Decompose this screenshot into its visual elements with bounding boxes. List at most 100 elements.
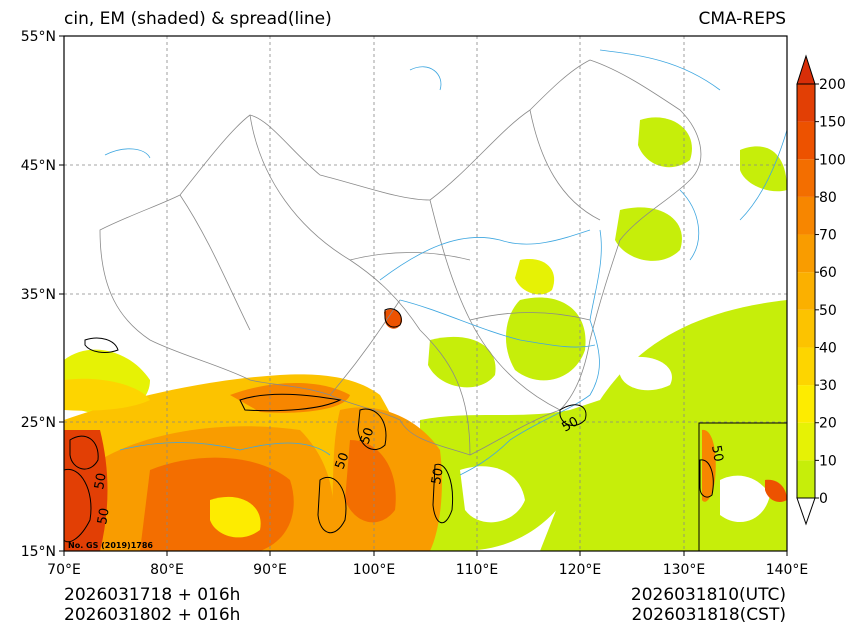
province-border-1 [249,114,421,331]
province-border-5 [419,329,471,456]
inset-right-hot [765,479,787,502]
lon-labels: 70°E 80°E 90°E 100°E 110°E 120°E 130°E 1… [47,562,808,578]
borders [99,59,702,456]
colorbar-label: 150 [819,115,846,131]
lon-label: 90°E [253,562,287,578]
inset-sea [720,475,770,523]
lon-label: 70°E [47,562,81,578]
coast-bay [119,442,331,456]
colorbar-label: 50 [819,303,837,319]
colorbar-segment [797,84,815,122]
shaded-field [64,117,787,551]
lat-label: 35°N [21,287,56,303]
contour-label: 50 [333,451,353,472]
init-time-cst: 2026031802 + 016h [64,605,241,625]
colorbar-segment [797,460,815,498]
contour-label: 50 [560,414,582,435]
colorbar-outline [796,83,816,499]
field-far-northeast [740,146,787,192]
inset-contour-label: 50 [708,444,726,463]
colorbar-segment [797,196,815,235]
valid-time-utc: 2026031810(UTC) [630,585,786,605]
river-yangtze [399,299,596,348]
field-northeast [638,117,692,168]
coast-japan [739,129,787,221]
lat-labels: 55°N 45°N 35°N 25°N 15°N [21,29,56,560]
lake-baikal [409,66,442,91]
field-yellow-sea [615,207,682,261]
lon-label: 110°E [456,562,499,578]
sea-gap [460,466,525,523]
lon-label: 120°E [559,562,602,578]
contour-taiwan [559,404,587,426]
colorbar: 0 10 20 30 40 50 60 70 80 100 150 200 [796,54,846,526]
lat-label: 25°N [21,415,56,431]
colorbar-segment [797,385,815,423]
map-title: cin, EM (shaded) & spread(line) [64,9,332,29]
field-north-india [64,378,150,411]
contour-arabian [64,468,92,543]
lat-label: 55°N [21,29,56,45]
colorbar-segment [797,422,815,461]
lat-label: 15°N [21,544,56,560]
sea-gap-2 [620,356,672,391]
field-arabian-sea [64,430,108,551]
lake-balkhash [104,148,151,159]
province-border-7 [329,299,401,396]
colorbar-segment [797,234,815,273]
model-name: CMA-REPS [698,9,786,29]
field-shanxi [515,259,555,295]
contour-label: 50 [95,507,113,526]
river-yellow [379,229,591,281]
field-myanmar-core [345,440,396,523]
contour-myanmar [317,477,347,533]
field-central-china [505,297,586,381]
colorbar-over-arrow [796,54,816,85]
colorbar-label: 10 [819,453,837,469]
contour-labels: 50 50 50 50 50 50 [92,414,581,525]
coast-russia [599,49,721,91]
province-border-3 [349,252,471,261]
colorbar-segment [797,121,815,160]
lon-label: 140°E [766,562,809,578]
inset-hot [702,429,716,502]
colorbar-label: 20 [819,416,837,432]
coast-korea [679,189,700,261]
init-time-utc: 2026031718 + 016h [64,585,241,605]
contour-west-ring [69,435,99,470]
colorbar-segment [797,347,815,386]
colorbar-segment [797,309,815,348]
contour-tibet [239,393,342,412]
colorbar-segment [797,159,815,197]
province-border-6 [529,109,601,221]
colorbar-label: 80 [819,190,837,206]
field-sri-lanka [210,496,261,538]
license-text: No. GS (2019)1786 [68,541,153,550]
colorbar-under-arrow [796,497,816,526]
ticks [59,35,788,556]
valid-time-cst: 2026031818(CST) [631,605,786,625]
field-hunan [428,336,496,388]
contour-sichuan [384,308,402,328]
field-sichuan [384,309,403,329]
field-tibet-south [230,382,350,413]
colorbar-label: 0 [819,491,828,507]
colorbar-label: 200 [819,77,846,93]
colorbar-label: 100 [819,152,846,168]
contour-yunnan [357,408,387,450]
colorbar-label: 40 [819,340,837,356]
valid-times: 2026031810(UTC) 2026031818(CST) [631,585,786,625]
province-border-8 [179,194,251,331]
lon-label: 130°E [663,562,706,578]
contour-label: 50 [92,472,110,491]
colorbar-label: 30 [819,378,837,394]
init-times: 2026031718 + 016h 2026031802 + 016h [64,585,240,625]
lon-label: 80°E [150,562,184,578]
inset-contour [699,459,714,498]
colorbar-segment [797,272,815,310]
province-border-4 [469,312,591,321]
spread-contours [64,308,587,543]
colorbar-label: 70 [819,228,837,244]
contour-iran [84,337,119,353]
